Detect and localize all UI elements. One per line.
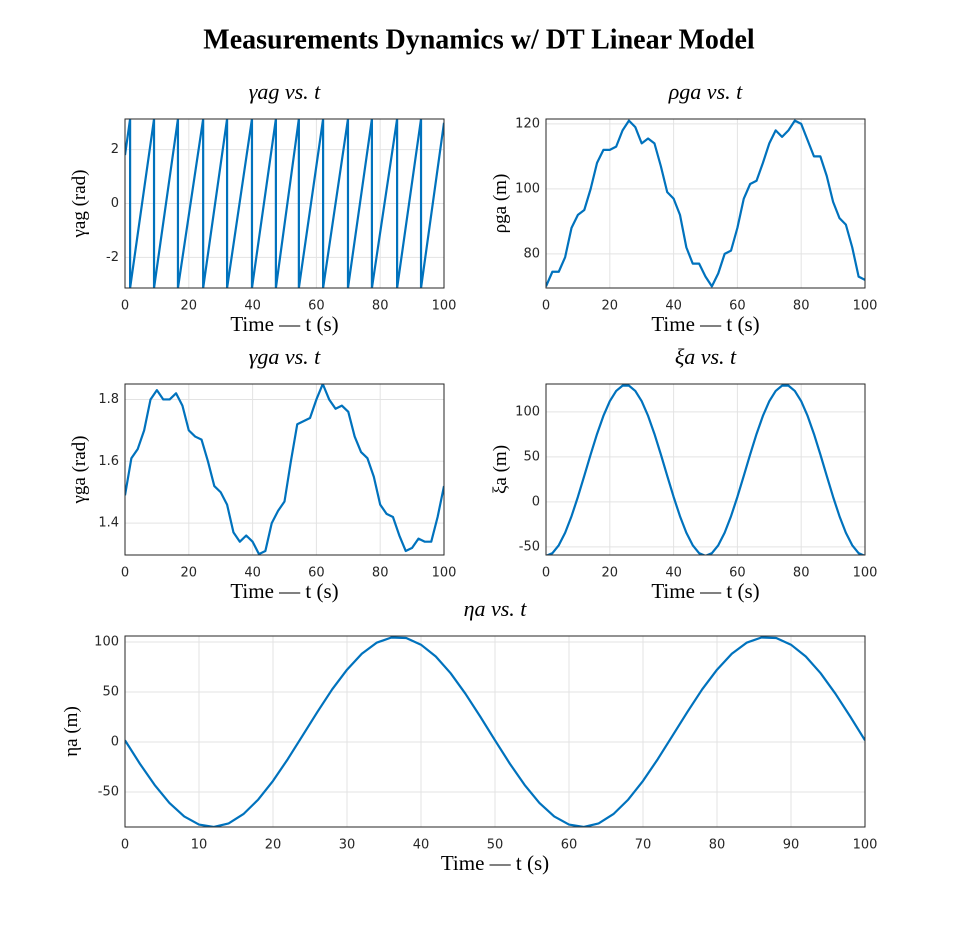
x-tick-label: 60	[729, 299, 746, 314]
x-tick-label: 20	[602, 566, 619, 581]
x-tick-label: 90	[783, 838, 800, 853]
x-tick-label: 40	[665, 299, 682, 314]
x-tick-label: 0	[121, 299, 129, 314]
y-tick-label: 80	[523, 246, 540, 261]
y-tick-label: 0	[532, 494, 540, 509]
x-tick-label: 60	[308, 566, 325, 581]
y-tick-label: 1.8	[98, 392, 119, 407]
y-axis-label: γag (rad)	[69, 170, 90, 239]
axes-box	[545, 383, 866, 556]
series-group	[125, 119, 444, 288]
y-tick-label: 1.4	[98, 516, 119, 531]
y-tick-label: 50	[102, 685, 119, 700]
x-axis-label: Time — t (s)	[230, 312, 338, 336]
x-tick-label: 40	[665, 566, 682, 581]
x-tick-label: 80	[372, 299, 389, 314]
x-tick-label: 60	[308, 299, 325, 314]
x-axis-label: Time — t (s)	[651, 312, 759, 336]
x-tick-label: 100	[853, 299, 878, 314]
series-group	[125, 636, 865, 827]
y-tick-label: 0	[111, 196, 119, 211]
series-group	[125, 384, 444, 555]
x-tick-label: 80	[793, 566, 810, 581]
y-tick-label: 100	[515, 181, 540, 196]
y-axis-label: ξa (m)	[490, 445, 511, 494]
x-tick-label: 20	[602, 299, 619, 314]
x-tick-label: 50	[487, 838, 504, 853]
plot-area	[546, 119, 865, 288]
x-tick-label: 40	[413, 838, 430, 853]
x-axis-label: Time — t (s)	[651, 579, 759, 603]
subplot: 0 20 40 60 80 100 1.4 1.6 1.8 γga vs. t Time — t (…	[69, 344, 456, 603]
plot-area	[546, 384, 865, 555]
x-tick-label: 0	[542, 299, 550, 314]
x-tick-label: 0	[542, 566, 550, 581]
subplot-title: ηa vs. t	[464, 596, 528, 621]
subplot: 0 10 20 30 40 50 60 70 80 90 100 -50 0 50 100 ηa vs. t T…	[61, 596, 877, 875]
subplot-title: γga vs. t	[249, 344, 321, 369]
x-tick-label: 40	[244, 566, 261, 581]
x-tick-label: 100	[432, 299, 457, 314]
x-tick-label: 100	[853, 838, 878, 853]
subplot: 0 20 40 60 80 100 -2 0 2 γag vs. t Time — t (s) γag…	[69, 79, 456, 336]
plot-area	[125, 384, 444, 555]
axes-box	[124, 118, 445, 289]
x-tick-label: 100	[432, 566, 457, 581]
y-tick-label: 1.6	[98, 454, 119, 469]
y-tick-label: 100	[515, 404, 540, 419]
y-tick-label: 2	[111, 142, 119, 157]
x-axis-label: Time — t (s)	[230, 579, 338, 603]
x-tick-label: 10	[191, 838, 208, 853]
x-tick-label: 40	[244, 299, 261, 314]
x-tick-label: 80	[709, 838, 726, 853]
subplot-title: γag vs. t	[249, 79, 321, 104]
subplot: 0 20 40 60 80 100 80 100 120 ρga vs. t Time — t (s…	[490, 79, 877, 336]
series-group	[546, 119, 865, 288]
y-tick-label: 0	[111, 735, 119, 750]
x-tick-label: 80	[372, 566, 389, 581]
axes-box	[545, 118, 866, 289]
y-axis-label: γga (rad)	[69, 436, 90, 505]
series-group	[546, 384, 865, 555]
x-tick-label: 80	[793, 299, 810, 314]
subplot-title: ρga vs. t	[668, 79, 743, 104]
x-tick-label: 20	[181, 299, 198, 314]
x-tick-label: 100	[853, 566, 878, 581]
y-tick-label: 100	[94, 635, 119, 650]
x-tick-label: 0	[121, 838, 129, 853]
y-tick-label: -50	[519, 539, 540, 554]
axes-box	[124, 635, 866, 828]
y-tick-label: 120	[515, 116, 540, 131]
x-tick-label: 20	[181, 566, 198, 581]
x-tick-label: 30	[339, 838, 356, 853]
data-line	[125, 119, 444, 288]
x-tick-label: 60	[729, 566, 746, 581]
data-line	[546, 119, 865, 288]
data-line	[546, 384, 865, 555]
data-line	[125, 636, 865, 827]
x-axis-label: Time — t (s)	[441, 851, 549, 875]
subplot-title: ξa vs. t	[675, 344, 737, 369]
axes-box	[124, 383, 445, 556]
y-axis-label: ηa (m)	[61, 706, 82, 757]
figure-title: Measurements Dynamics w/ DT Linear Model	[203, 24, 755, 55]
y-tick-label: -2	[106, 250, 119, 265]
x-tick-label: 20	[265, 838, 282, 853]
y-axis-label: ρga (m)	[490, 174, 511, 234]
data-line	[125, 384, 444, 555]
y-tick-label: -50	[98, 785, 119, 800]
y-tick-label: 50	[523, 449, 540, 464]
x-tick-label: 0	[121, 566, 129, 581]
x-tick-label: 60	[561, 838, 578, 853]
x-tick-label: 70	[635, 838, 652, 853]
